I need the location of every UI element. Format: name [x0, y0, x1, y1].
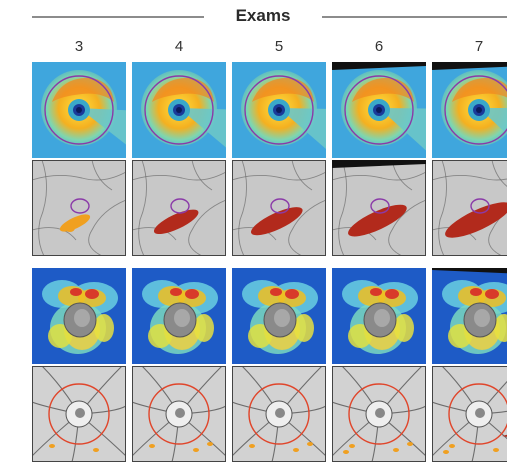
optic-disc-heat-map-exam-6 — [332, 268, 426, 364]
macular-thickness-map-image — [32, 62, 126, 158]
fovea-core — [176, 107, 182, 113]
heat-blob — [194, 314, 214, 342]
change-region-small — [65, 224, 75, 232]
macular-thickness-map-exam-3 — [32, 62, 126, 158]
exam-label-7: 7 — [432, 38, 507, 55]
optic-disc-fundus-overlay-exam-6 — [332, 366, 426, 462]
macular-thickness-map-exam-6 — [332, 62, 426, 158]
optic-cup — [275, 408, 285, 418]
change-speck — [393, 448, 399, 452]
optic-disc-fundus-overlay-exam-3 — [32, 366, 126, 462]
macular-thickness-map-image — [332, 62, 426, 158]
heat-hotspot — [270, 288, 282, 296]
heat-hotspot — [85, 289, 99, 299]
macular-fundus-overlay-image — [32, 160, 126, 256]
optic-cup — [74, 309, 90, 327]
optic-disc-fundus-overlay-image — [332, 366, 426, 462]
change-speck — [207, 442, 213, 446]
macular-fundus-overlay-exam-3 — [32, 160, 126, 256]
change-speck — [193, 448, 199, 452]
change-speck — [493, 448, 499, 452]
macular-thickness-map-image — [232, 62, 326, 158]
heat-hotspot — [470, 288, 482, 296]
macular-fundus-overlay-exam-6 — [332, 160, 426, 256]
heat-hotspot — [170, 288, 182, 296]
exam-label-4: 4 — [132, 38, 226, 55]
macular-thickness-map-image — [132, 62, 226, 158]
change-speck — [293, 448, 299, 452]
heat-hotspot — [185, 289, 199, 299]
change-speck — [449, 444, 455, 448]
optic-disc-heat-map-image — [132, 268, 226, 364]
macular-fundus-overlay-image — [332, 160, 426, 256]
heat-hotspot — [285, 289, 299, 299]
optic-cup — [274, 309, 290, 327]
change-speck — [307, 442, 313, 446]
optic-disc-heat-map-exam-4 — [132, 268, 226, 364]
optic-cup — [374, 309, 390, 327]
optic-disc-heat-map-exam-5 — [232, 268, 326, 364]
heat-hotspot — [485, 289, 499, 299]
fovea-core — [476, 107, 482, 113]
change-speck — [343, 450, 349, 454]
optic-cup — [174, 309, 190, 327]
optic-disc-fundus-overlay-image — [32, 366, 126, 462]
optic-disc-heat-map-image — [432, 268, 507, 364]
change-speck — [249, 444, 255, 448]
macular-fundus-overlay-image — [432, 160, 507, 256]
optic-disc-fundus-overlay-exam-5 — [232, 366, 326, 462]
macular-fundus-overlay-image — [132, 160, 226, 256]
heat-blob — [294, 314, 314, 342]
optic-disc-heat-map-image — [332, 268, 426, 364]
optic-disc-fundus-overlay-image — [232, 366, 326, 462]
change-speck — [149, 444, 155, 448]
optic-disc-fundus-overlay-exam-4 — [132, 366, 226, 462]
fovea-core — [276, 107, 282, 113]
macular-thickness-map-exam-4 — [132, 62, 226, 158]
optic-cup — [474, 309, 490, 327]
fovea-core — [376, 107, 382, 113]
change-speck — [443, 450, 449, 454]
optic-cup — [175, 408, 185, 418]
heat-hotspot — [70, 288, 82, 296]
change-speck — [407, 442, 413, 446]
optic-cup — [475, 408, 485, 418]
macular-fundus-overlay-exam-7 — [432, 160, 507, 256]
optic-cup — [375, 408, 385, 418]
heat-hotspot — [370, 288, 382, 296]
heat-hotspot — [385, 289, 399, 299]
macular-thickness-map-exam-5 — [232, 62, 326, 158]
optic-disc-fundus-overlay-exam-7 — [432, 366, 507, 462]
optic-disc-fundus-overlay-image — [132, 366, 226, 462]
macular-fundus-overlay-exam-5 — [232, 160, 326, 256]
optic-disc-heat-map-image — [232, 268, 326, 364]
exam-label-6: 6 — [332, 38, 426, 55]
optic-cup — [75, 408, 85, 418]
macular-fundus-overlay-exam-4 — [132, 160, 226, 256]
fovea-core — [76, 107, 82, 113]
header-left-rule — [32, 16, 204, 18]
change-speck — [93, 448, 99, 452]
macular-thickness-map-exam-7 — [432, 62, 507, 158]
optic-disc-heat-map-exam-3 — [32, 268, 126, 364]
change-speck — [49, 444, 55, 448]
heat-blob — [394, 314, 414, 342]
exams-title: Exams — [204, 6, 322, 26]
macular-thickness-map-image — [432, 62, 507, 158]
exam-label-3: 3 — [32, 38, 126, 55]
exam-label-5: 5 — [232, 38, 326, 55]
heat-blob — [94, 314, 114, 342]
optic-disc-heat-map-exam-7 — [432, 268, 507, 364]
macular-fundus-overlay-image — [232, 160, 326, 256]
header-right-rule — [322, 16, 507, 18]
optic-disc-fundus-overlay-image — [432, 366, 507, 462]
optic-disc-heat-map-image — [32, 268, 126, 364]
change-speck — [349, 444, 355, 448]
